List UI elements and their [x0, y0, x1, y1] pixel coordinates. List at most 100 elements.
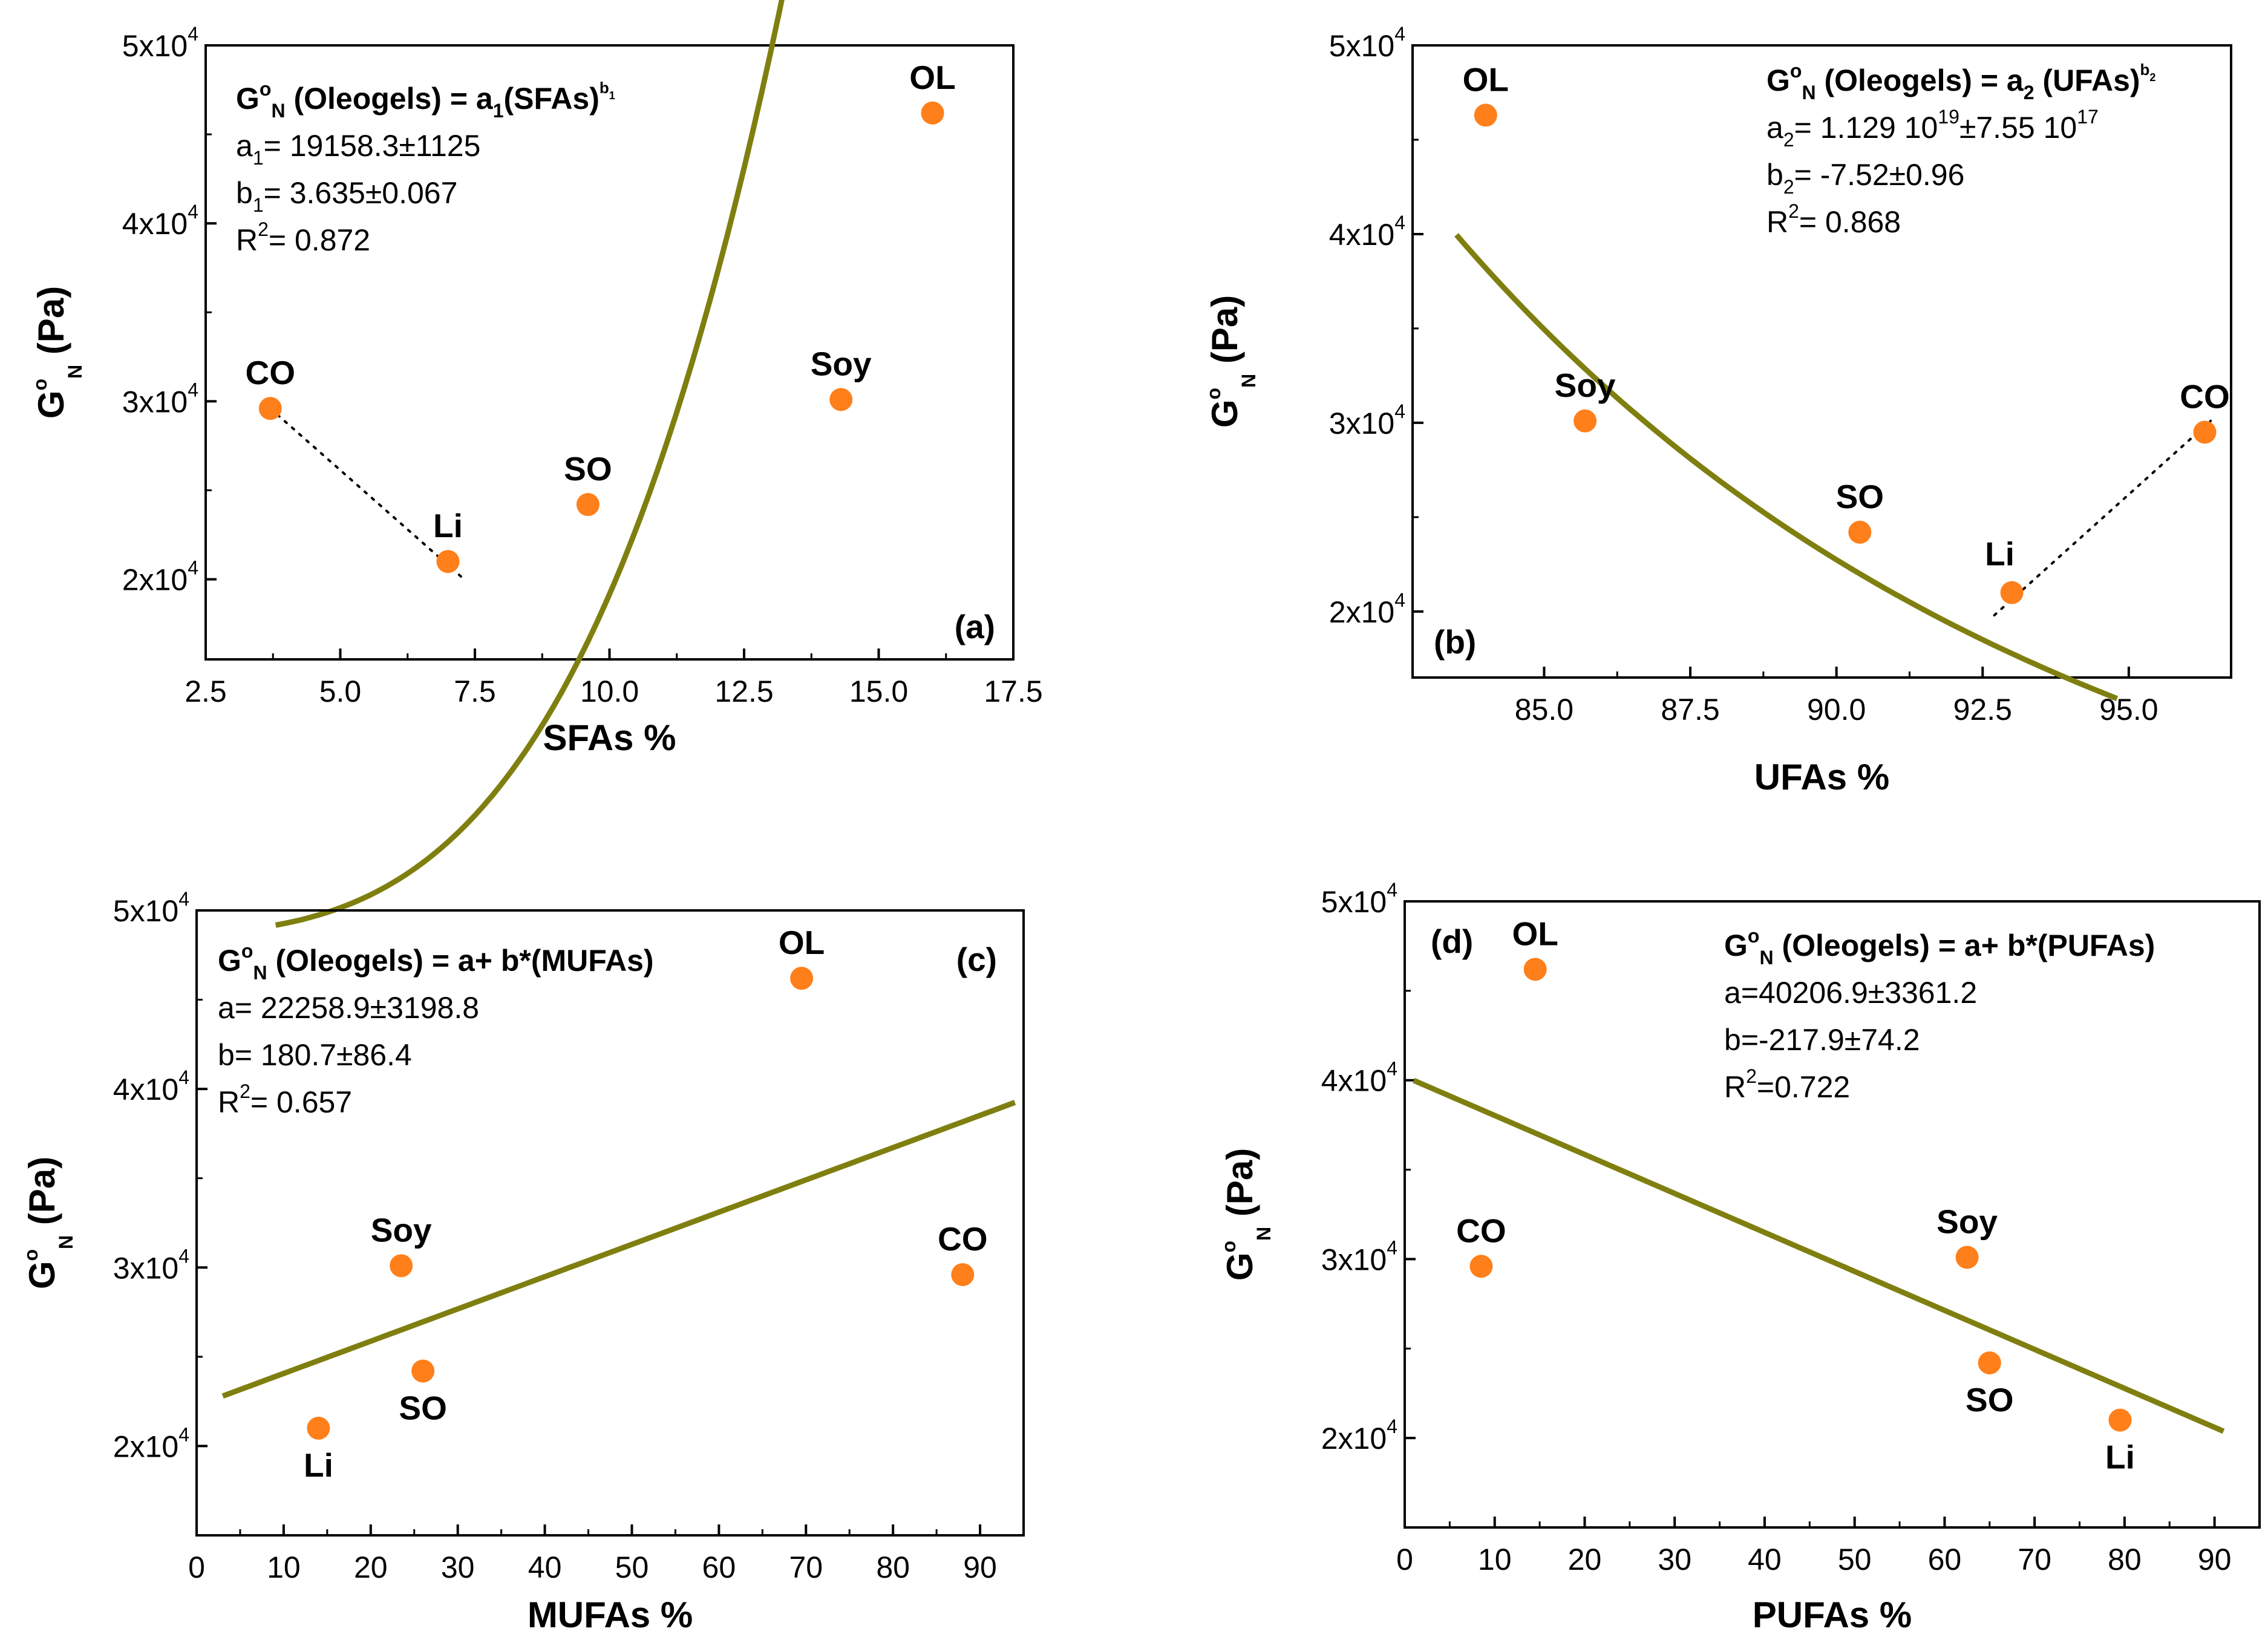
fit-equation-title: GoN (Oleogels) = a1(SFAs)b1 [236, 78, 615, 122]
x-tick-label: 7.5 [454, 675, 496, 708]
x-tick-label: 70 [2018, 1543, 2051, 1576]
fit-parameter-line: a2= 1.129 1019±7.55 1017 [1766, 106, 2099, 151]
y-tick-label: 5x104 [1321, 879, 1397, 919]
x-tick-label: 50 [615, 1550, 649, 1584]
fit-parameter-line: b= 180.7±86.4 [218, 1038, 412, 1072]
soy-point [829, 388, 853, 411]
x-axis-label: UFAs % [1754, 757, 1889, 797]
x-tick-label: 40 [1748, 1543, 1782, 1576]
y-axis-label: GoN (Pa) [1203, 295, 1260, 428]
fit-parameter-line: b=-217.9±74.2 [1724, 1023, 1920, 1057]
so-point-label: SO [1836, 478, 1884, 515]
x-tick-label: 70 [789, 1550, 823, 1584]
co-point [1469, 1255, 1493, 1278]
soy-point-label: Soy [1555, 367, 1616, 404]
panel-tag: (b) [1434, 623, 1476, 661]
plot-frame [1411, 44, 2232, 679]
co-point-label: CO [938, 1220, 988, 1258]
x-tick-label: 10.0 [580, 675, 639, 708]
y-axis-label: GoN (Pa) [20, 1157, 77, 1289]
chart-panel-3: 0 10 20 30 40 50 60 70 80 90 2x104 3x104 4x104 5x104 M… [20, 888, 1025, 1635]
dotted-connector [1993, 419, 2212, 617]
co-point [951, 1263, 975, 1287]
x-axis-label: SFAs % [543, 717, 676, 758]
so-point [1848, 520, 1872, 544]
li-point-label: Li [433, 507, 463, 544]
x-tick-label: 90.0 [1807, 693, 1866, 727]
co-point [2193, 420, 2217, 444]
y-tick-label: 2x104 [122, 557, 198, 597]
li-point [2000, 581, 2024, 604]
fit-parameter-line: a=40206.9±3361.2 [1724, 976, 1977, 1010]
y-tick-label: 5x104 [1329, 23, 1405, 63]
soy-point [390, 1254, 413, 1278]
x-tick-label: 85.0 [1515, 693, 1574, 727]
y-tick-label: 5x104 [122, 23, 198, 63]
chart-panel-4: 0 10 20 30 40 50 60 70 80 90 2x104 3x104 4x104 5x104 P… [1218, 879, 2261, 1635]
y-tick-label: 3x104 [113, 1245, 189, 1285]
fit-line [1413, 1077, 2225, 1434]
plot-frame [195, 909, 1025, 1537]
x-tick-label: 87.5 [1661, 693, 1719, 727]
x-tick-label: 10 [267, 1550, 301, 1584]
fit-parameter-line: a1= 19158.3±1125 [236, 129, 480, 169]
x-tick-label: 92.5 [1953, 693, 2012, 727]
ol-point [1523, 958, 1547, 981]
panel-tag: (c) [956, 941, 997, 978]
ol-point-label: OL [909, 59, 955, 96]
li-point [2108, 1408, 2132, 1432]
y-tick-label: 3x104 [122, 379, 198, 419]
y-axis-label: GoN (Pa) [1218, 1148, 1275, 1281]
so-point [1978, 1351, 2001, 1374]
so-point-label: SO [1966, 1381, 2013, 1419]
y-tick-label: 2x104 [1321, 1416, 1397, 1455]
y-tick-label: 4x104 [1329, 212, 1405, 252]
x-tick-label: 2.5 [185, 675, 227, 708]
x-tick-label: 80 [876, 1550, 910, 1584]
y-tick-label: 2x104 [113, 1423, 189, 1463]
x-tick-label: 90 [2198, 1543, 2232, 1576]
so-point [576, 493, 600, 517]
x-axis-label: MUFAs % [528, 1595, 693, 1635]
x-tick-label: 60 [702, 1550, 736, 1584]
fit-line [1454, 233, 2119, 701]
soy-point-label: Soy [811, 345, 872, 382]
y-tick-label: 4x104 [122, 201, 198, 241]
x-tick-label: 10 [1478, 1543, 1512, 1576]
y-tick-label: 4x104 [113, 1066, 189, 1106]
co-point-label: CO [2180, 377, 2230, 415]
x-tick-label: 60 [1928, 1543, 1962, 1576]
co-point [258, 397, 282, 420]
x-tick-label: 80 [2108, 1543, 2142, 1576]
li-point [436, 550, 460, 573]
x-tick-label: 12.5 [714, 675, 773, 708]
ol-point-label: OL [1512, 915, 1558, 952]
fit-parameter-line: R2= 0.657 [218, 1080, 352, 1119]
x-tick-label: 20 [1568, 1543, 1602, 1576]
x-tick-label: 0 [188, 1550, 205, 1584]
ol-point [921, 101, 944, 125]
y-tick-label: 3x104 [1321, 1236, 1397, 1276]
soy-point-label: Soy [1936, 1203, 1998, 1240]
fit-parameter-line: R2= 0.872 [236, 218, 370, 257]
x-tick-label: 20 [354, 1550, 388, 1584]
li-point-label: Li [1985, 535, 2015, 573]
soy-point [1574, 409, 1597, 433]
so-point-label: SO [564, 450, 612, 488]
y-axis-label: GoN (Pa) [29, 286, 86, 419]
fit-line [221, 1100, 1016, 1399]
x-tick-label: 15.0 [849, 675, 908, 708]
fit-equation-title: GoN (Oleogels) = a+ b*(PUFAs) [1724, 925, 2155, 968]
ol-point-label: OL [779, 924, 825, 961]
x-tick-label: 50 [1838, 1543, 1872, 1576]
fit-equation-title: GoN (Oleogels) = a2 (UFAs)b2 [1766, 60, 2155, 103]
fit-parameter-line: b2= -7.52±0.96 [1766, 158, 1964, 198]
li-point-label: Li [2105, 1439, 2135, 1476]
chart-panel-1: 2.5 5.0 7.5 10.0 12.5 15.0 17.5 2x104 3x104 4x104… [29, 0, 1043, 928]
dotted-connector [269, 407, 466, 581]
co-point-label: CO [246, 354, 296, 391]
fit-parameter-line: a= 22258.9±3198.8 [218, 991, 479, 1025]
y-tick-label: 4x104 [1321, 1058, 1397, 1098]
so-point [411, 1359, 435, 1383]
